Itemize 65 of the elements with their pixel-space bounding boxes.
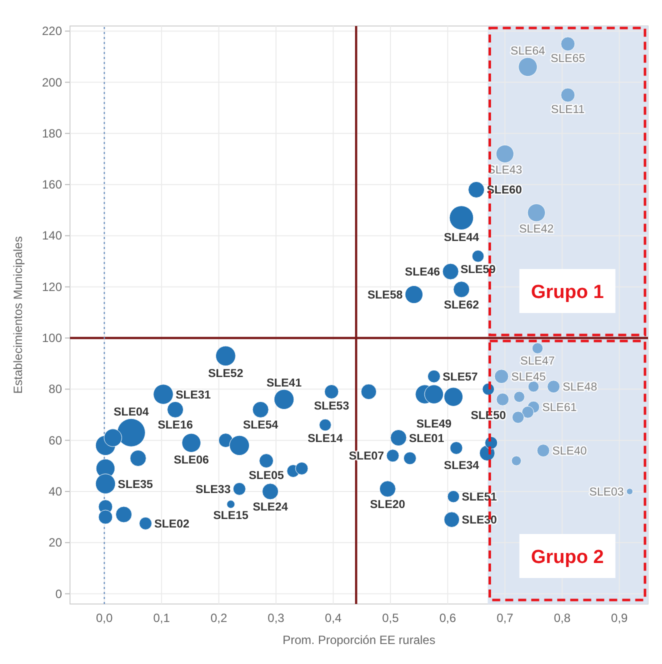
data-label: SLE65 <box>550 52 586 65</box>
data-label: SLE20 <box>370 498 406 511</box>
data-label: SLE60 <box>486 184 522 197</box>
data-label: SLE16 <box>158 420 193 432</box>
data-label: SLE35 <box>118 478 154 491</box>
y-tick-label: 0 <box>55 586 62 601</box>
y-tick-label: 120 <box>42 280 62 294</box>
y-tick-label: 20 <box>48 536 62 550</box>
x-axis-title: Prom. Proporción EE rurales <box>282 633 436 647</box>
data-label: SLE05 <box>248 470 284 482</box>
data-label: SLE45 <box>511 371 546 384</box>
y-tick-label: 60 <box>48 433 62 448</box>
data-label: SLE59 <box>460 264 496 276</box>
y-tick-label: 80 <box>48 382 62 396</box>
data-label: SLE30 <box>462 514 497 527</box>
y-tick-label: 200 <box>42 75 62 90</box>
data-label: SLE33 <box>196 484 231 496</box>
annotation: Grupo 2 <box>530 547 604 568</box>
x-tick-label: 0,9 <box>611 611 628 625</box>
data-label: SLE42 <box>519 224 554 236</box>
y-axis-title: Establecimientos Municipales <box>11 236 25 394</box>
x-tick-label: 0,2 <box>210 611 228 625</box>
data-label: SLE47 <box>520 356 555 368</box>
data-label: SLE49 <box>416 418 452 431</box>
x-tick-label: 0,5 <box>382 611 400 625</box>
data-label: SLE62 <box>444 299 480 312</box>
data-label: SLE02 <box>154 518 190 530</box>
x-tick-label: 0,0 <box>96 611 113 625</box>
data-label: SLE44 <box>444 232 480 244</box>
y-tick-label: 220 <box>42 24 62 38</box>
x-tick-label: 0,4 <box>324 611 342 625</box>
data-label: SLE61 <box>542 402 577 414</box>
x-tick-label: 0,6 <box>439 611 456 625</box>
x-tick-label: 0,3 <box>268 611 285 625</box>
data-label: SLE53 <box>314 400 350 413</box>
data-label: SLE06 <box>174 454 209 466</box>
data-label: SLE24 <box>252 502 288 514</box>
data-label: SLE48 <box>562 382 598 394</box>
data-label: SLE04 <box>114 406 150 419</box>
data-label: SLE34 <box>444 460 480 472</box>
data-label: SLE40 <box>552 446 587 458</box>
data-label: SLE51 <box>462 492 498 504</box>
data-label: SLE03 <box>589 486 624 498</box>
x-tick-label: 0,8 <box>554 611 571 625</box>
data-label: SLE31 <box>176 389 212 402</box>
x-tick-label: 0,1 <box>153 611 170 625</box>
data-label: SLE64 <box>510 46 546 58</box>
data-label: SLE57 <box>442 371 478 384</box>
data-label: SLE54 <box>242 420 279 432</box>
data-label: SLE58 <box>368 290 404 302</box>
data-label: SLE52 <box>208 368 244 380</box>
data-label: SLE50 <box>470 410 506 422</box>
data-label: SLE15 <box>213 510 249 522</box>
data-label: SLE01 <box>408 432 445 445</box>
annotation: Grupo 1 <box>530 282 604 304</box>
y-tick-label: 160 <box>42 178 62 192</box>
data-label: SLE46 <box>404 266 440 279</box>
y-tick-label: 180 <box>42 126 62 140</box>
y-tick-label: 100 <box>42 331 62 346</box>
data-label: SLE14 <box>308 432 344 445</box>
data-label: SLE11 <box>551 104 585 116</box>
x-tick-label: 0,7 <box>496 611 514 625</box>
y-tick-label: 40 <box>48 484 62 498</box>
y-tick-label: 140 <box>42 228 62 243</box>
data-label: SLE41 <box>266 378 302 390</box>
